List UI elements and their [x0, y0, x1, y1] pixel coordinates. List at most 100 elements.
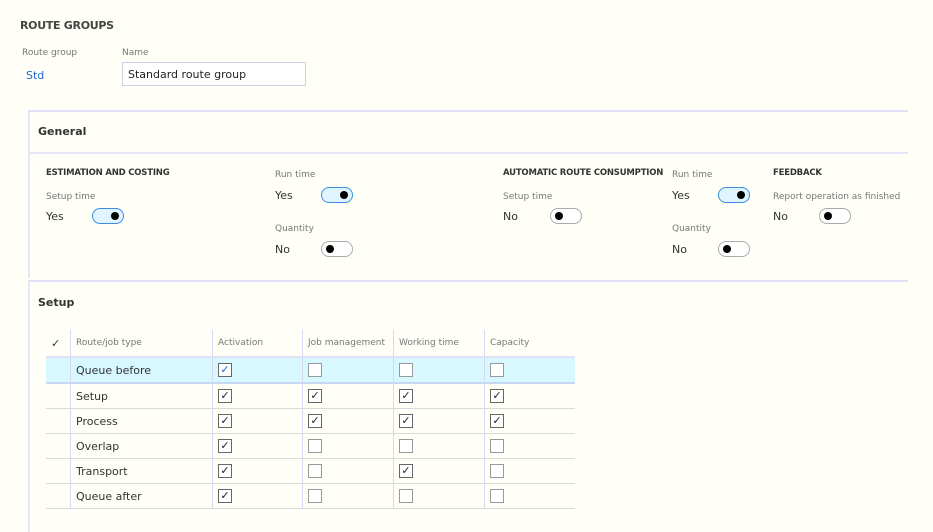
checkbox-cell	[302, 433, 394, 459]
checkbox[interactable]: ✓	[218, 439, 232, 453]
row-selector[interactable]	[46, 408, 71, 434]
checkbox[interactable]	[490, 363, 504, 377]
route-job-type-cell: Queue before	[70, 357, 213, 384]
checkbox[interactable]	[490, 464, 504, 478]
checkbox[interactable]	[399, 489, 413, 503]
checkbox-cell	[393, 357, 485, 384]
auto-setup-time-value: No	[503, 210, 518, 223]
est-setup-time-toggle[interactable]	[92, 208, 124, 224]
route-job-type-cell: Overlap	[70, 433, 213, 459]
checkbox[interactable]	[490, 489, 504, 503]
checkbox[interactable]: ✓	[490, 389, 504, 403]
table-row[interactable]: Transport ✓ ✓	[46, 458, 575, 484]
checkbox-cell	[484, 483, 575, 509]
row-selector[interactable]	[46, 383, 71, 409]
checkbox[interactable]	[308, 439, 322, 453]
auto-quantity-label: Quantity	[672, 224, 711, 234]
checkbox-cell: ✓	[212, 383, 303, 409]
route-group-label: Route group	[22, 48, 78, 58]
checkbox-cell: ✓	[212, 357, 303, 384]
checkbox-cell: ✓	[484, 383, 575, 409]
table-row[interactable]: Overlap ✓	[46, 433, 575, 459]
feedback-heading: FEEDBACK	[773, 168, 822, 178]
checkbox-cell: ✓	[212, 433, 303, 459]
checkbox[interactable]	[308, 363, 322, 377]
auto-run-time-value: Yes	[672, 189, 690, 202]
checkbox[interactable]: ✓	[399, 414, 413, 428]
est-run-time-label: Run time	[275, 170, 316, 180]
route-job-type-grid: ✓ Route/job type Activation Job management W…	[46, 330, 575, 509]
checkbox-cell	[484, 433, 575, 459]
toggle-knob	[555, 212, 563, 220]
row-selector[interactable]	[46, 357, 71, 384]
checkbox[interactable]: ✓	[490, 414, 504, 428]
name-input[interactable]: Standard route group	[122, 62, 306, 86]
route-job-type-cell: Transport	[70, 458, 213, 484]
est-quantity-toggle[interactable]	[321, 241, 353, 257]
row-selector[interactable]	[46, 433, 71, 459]
route-job-type-cell: Process	[70, 408, 213, 434]
checkbox-cell: ✓	[393, 458, 485, 484]
checkbox-cell	[393, 483, 485, 509]
checkbox-cell: ✓	[484, 408, 575, 434]
checkbox[interactable]: ✓	[218, 363, 232, 377]
toggle-knob	[340, 191, 348, 199]
automatic-heading: AUTOMATIC ROUTE CONSUMPTION	[503, 168, 664, 178]
checkbox[interactable]: ✓	[308, 414, 322, 428]
auto-run-time-toggle[interactable]	[718, 187, 750, 203]
checkbox[interactable]	[399, 439, 413, 453]
select-all-checkmark-icon[interactable]: ✓	[46, 330, 71, 358]
checkbox[interactable]	[308, 464, 322, 478]
auto-quantity-toggle[interactable]	[718, 241, 750, 257]
table-row[interactable]: Queue before ✓	[46, 357, 575, 384]
general-section-title[interactable]: General	[38, 125, 87, 138]
toggle-knob	[723, 245, 731, 253]
est-setup-time-label: Setup time	[46, 192, 96, 202]
name-label: Name	[122, 48, 149, 58]
auto-setup-time-toggle[interactable]	[550, 208, 582, 224]
row-selector[interactable]	[46, 458, 71, 484]
checkbox[interactable]	[308, 489, 322, 503]
route-group-link[interactable]: Std	[26, 69, 45, 82]
estimation-heading: ESTIMATION AND COSTING	[46, 168, 170, 178]
column-header[interactable]: Job management	[302, 330, 394, 358]
row-selector[interactable]	[46, 483, 71, 509]
route-job-type-cell: Queue after	[70, 483, 213, 509]
checkbox-cell	[393, 433, 485, 459]
setup-section-title[interactable]: Setup	[38, 296, 75, 309]
toggle-knob	[737, 191, 745, 199]
est-quantity-label: Quantity	[275, 224, 314, 234]
report-finished-label: Report operation as finished	[773, 192, 901, 202]
checkbox[interactable]: ✓	[218, 389, 232, 403]
report-finished-toggle[interactable]	[819, 208, 851, 224]
checkbox[interactable]	[490, 439, 504, 453]
toggle-knob	[824, 212, 832, 220]
checkbox-cell: ✓	[212, 408, 303, 434]
column-header[interactable]: Capacity	[484, 330, 575, 358]
checkbox[interactable]: ✓	[399, 389, 413, 403]
route-job-type-cell: Setup	[70, 383, 213, 409]
checkbox-cell: ✓	[393, 408, 485, 434]
checkbox[interactable]: ✓	[218, 464, 232, 478]
column-header[interactable]: Route/job type	[70, 330, 213, 358]
checkbox-cell: ✓	[302, 408, 394, 434]
toggle-knob	[111, 212, 119, 220]
table-row[interactable]: Process ✓ ✓ ✓ ✓	[46, 408, 575, 434]
table-row[interactable]: Queue after ✓	[46, 483, 575, 509]
auto-quantity-value: No	[672, 243, 687, 256]
checkbox[interactable]: ✓	[218, 414, 232, 428]
checkbox-cell	[302, 458, 394, 484]
checkbox[interactable]	[399, 363, 413, 377]
checkbox-cell: ✓	[302, 383, 394, 409]
checkbox-cell: ✓	[212, 458, 303, 484]
table-row[interactable]: Setup ✓ ✓ ✓ ✓	[46, 383, 575, 409]
checkbox[interactable]: ✓	[399, 464, 413, 478]
est-run-time-toggle[interactable]	[321, 187, 353, 203]
checkbox[interactable]: ✓	[308, 389, 322, 403]
toggle-knob	[326, 245, 334, 253]
column-header[interactable]: Working time	[393, 330, 485, 358]
auto-run-time-label: Run time	[672, 170, 713, 180]
column-header[interactable]: Activation	[212, 330, 303, 358]
checkbox[interactable]: ✓	[218, 489, 232, 503]
est-quantity-value: No	[275, 243, 290, 256]
